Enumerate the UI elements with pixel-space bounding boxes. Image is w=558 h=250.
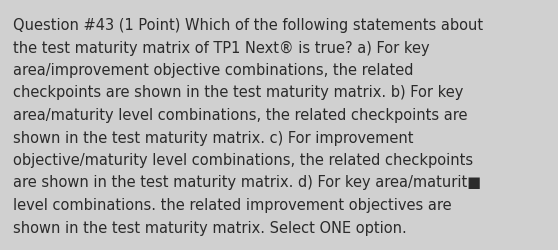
Text: are shown in the test maturity matrix. d) For key area/maturit■: are shown in the test maturity matrix. d…	[13, 175, 481, 190]
Text: objective/maturity level combinations, the related checkpoints: objective/maturity level combinations, t…	[13, 152, 473, 167]
Text: Question #43 (1 Point) Which of the following statements about: Question #43 (1 Point) Which of the foll…	[13, 18, 483, 33]
Text: area/maturity level combinations, the related checkpoints are: area/maturity level combinations, the re…	[13, 108, 468, 122]
Text: area/improvement objective combinations, the related: area/improvement objective combinations,…	[13, 63, 413, 78]
Text: checkpoints are shown in the test maturity matrix. b) For key: checkpoints are shown in the test maturi…	[13, 85, 463, 100]
Text: the test maturity matrix of TP1 Next® is true? a) For key: the test maturity matrix of TP1 Next® is…	[13, 40, 430, 55]
Text: level combinations. the related improvement objectives are: level combinations. the related improvem…	[13, 197, 451, 212]
Text: shown in the test maturity matrix. c) For improvement: shown in the test maturity matrix. c) Fo…	[13, 130, 413, 145]
Text: shown in the test maturity matrix. Select ONE option.: shown in the test maturity matrix. Selec…	[13, 220, 407, 234]
